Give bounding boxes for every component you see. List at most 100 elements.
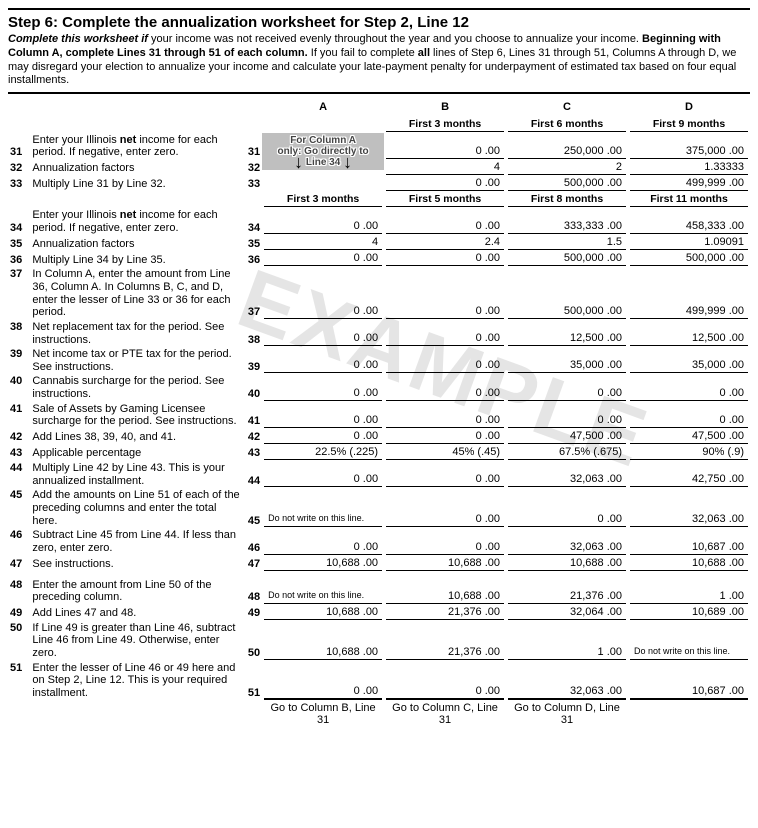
r50-b: 21,376 .00 — [386, 646, 504, 660]
step6-title: Step 6: Complete the annualization works… — [8, 14, 750, 31]
r46-d: 10,687 .00 — [630, 541, 748, 555]
annualization-worksheet: A B C D First 3 months First 6 months Fi… — [8, 100, 750, 728]
r42-a: 0 .00 — [264, 430, 382, 444]
row-44: 44 Multiply Line 42 by Line 43. This is … — [8, 461, 750, 488]
r36-c: 500,000 .00 — [508, 252, 626, 266]
r40-a: 0 .00 — [264, 387, 382, 401]
r34-desc-a: Enter your Illinois — [32, 209, 119, 221]
row-46-desc: Subtract Line 45 from Line 44. If less t… — [30, 528, 241, 555]
r36-a: 0 .00 — [264, 252, 382, 266]
r36-d: 500,000 .00 — [630, 252, 748, 266]
r44-b: 0 .00 — [386, 473, 504, 487]
row-31-num: 31 — [8, 133, 30, 160]
row-35-num: 35 — [8, 235, 30, 251]
r31-d: 375,000 .00 — [630, 145, 748, 159]
r51-c: 32,063 .00 — [508, 685, 626, 700]
row-36: 36 Multiply Line 34 by Line 35. 36 0 .00… — [8, 251, 750, 267]
graybox-l2: only: Go directly to — [264, 146, 382, 157]
r47-b: 10,688 .00 — [386, 557, 504, 571]
row-49-num: 49 — [8, 605, 30, 621]
r51-a: 0 .00 — [264, 685, 382, 700]
row-46-ln: 46 — [242, 528, 262, 555]
r49-a: 10,688 .00 — [264, 606, 382, 620]
row-51: 51 Enter the lesser of Line 46 or 49 her… — [8, 661, 750, 701]
r37-b: 0 .00 — [386, 305, 504, 319]
step6-description: Complete this worksheet if your income w… — [8, 33, 750, 88]
r39-a: 0 .00 — [264, 359, 382, 373]
r35-a: 4 — [264, 236, 382, 250]
row-45-desc: Add the amounts on Line 51 of each of th… — [30, 488, 241, 528]
r43-b: 45% (.45) — [386, 446, 504, 460]
r40-c: 0 .00 — [508, 387, 626, 401]
r47-c: 10,688 .00 — [508, 557, 626, 571]
row-39-desc: Net income tax or PTE tax for the period… — [30, 347, 241, 374]
r34-b: 0 .00 — [386, 220, 504, 234]
r37-d: 499,999 .00 — [630, 305, 748, 319]
row-40: 40 Cannabis surcharge for the period. Se… — [8, 374, 750, 401]
r45-b: 0 .00 — [386, 513, 504, 527]
row-48-desc: Enter the amount from Line 50 of the pre… — [30, 578, 241, 605]
r38-a: 0 .00 — [264, 332, 382, 346]
r41-c: 0 .00 — [508, 414, 626, 428]
row-32-ln: 32 — [242, 160, 262, 176]
r49-d: 10,689 .00 — [630, 606, 748, 620]
r39-d: 35,000 .00 — [630, 359, 748, 373]
row-39-num: 39 — [8, 347, 30, 374]
r33-d: 499,999 .00 — [630, 177, 748, 191]
r42-b: 0 .00 — [386, 430, 504, 444]
r41-d: 0 .00 — [630, 414, 748, 428]
r42-c: 47,500 .00 — [508, 430, 626, 444]
r47-a: 10,688 .00 — [264, 557, 382, 571]
r48-c: 21,376 .00 — [508, 590, 626, 604]
col-header-row: A B C D — [8, 100, 750, 117]
r50-d: Do not write on this line. — [630, 646, 748, 660]
row-42-num: 42 — [8, 429, 30, 445]
row-50-ln: 50 — [242, 621, 262, 661]
r35-c: 1.5 — [508, 236, 626, 250]
r45-c: 0 .00 — [508, 513, 626, 527]
row-43: 43 Applicable percentage 43 22.5% (.225)… — [8, 445, 750, 461]
r48-b: 10,688 .00 — [386, 590, 504, 604]
row-39: 39 Net income tax or PTE tax for the per… — [8, 347, 750, 374]
col-subhead-row2: First 3 months First 5 months First 8 mo… — [8, 192, 750, 208]
r49-c: 32,064 .00 — [508, 606, 626, 620]
row-35: 35 Annualization factors 35 4 2.4 1.5 1.… — [8, 235, 750, 251]
row-44-desc: Multiply Line 42 by Line 43. This is you… — [30, 461, 241, 488]
r45-d: 32,063 .00 — [630, 513, 748, 527]
r32-b: 4 — [386, 161, 504, 175]
row-38-ln: 38 — [242, 320, 262, 347]
column-a-graybox: For Column A only: Go directly to ↓ Line… — [262, 133, 384, 171]
graybox-l3: Line 34 — [306, 157, 340, 168]
row-48: 48 Enter the amount from Line 50 of the … — [8, 578, 750, 605]
col-b-head: B — [386, 101, 504, 116]
row-38-num: 38 — [8, 320, 30, 347]
r35-b: 2.4 — [386, 236, 504, 250]
graybox-l1: For Column A — [264, 135, 382, 146]
row-51-ln: 51 — [242, 661, 262, 701]
row-45-ln: 45 — [242, 488, 262, 528]
r31-c: 250,000 .00 — [508, 145, 626, 159]
r31-desc-a: Enter your Illinois — [32, 134, 119, 146]
col-b-sub2: First 5 months — [386, 193, 504, 207]
r31-desc-b: net — [120, 134, 137, 146]
row-42-desc: Add Lines 38, 39, 40, and 41. — [30, 429, 241, 445]
intro-mid: If you fail to complete — [308, 47, 418, 59]
row-46: 46 Subtract Line 45 from Line 44. If les… — [8, 528, 750, 555]
r43-c: 67.5% (.675) — [508, 446, 626, 460]
col-a-head: A — [264, 101, 382, 116]
r40-d: 0 .00 — [630, 387, 748, 401]
row-43-num: 43 — [8, 445, 30, 461]
r31-b: 0 .00 — [386, 145, 504, 159]
r41-b: 0 .00 — [386, 414, 504, 428]
row-41-desc: Sale of Assets by Gaming Licensee surcha… — [30, 402, 241, 429]
intro-lead: Complete this worksheet if — [8, 33, 151, 45]
row-48-num: 48 — [8, 578, 30, 605]
row-33-desc: Multiply Line 31 by Line 32. — [30, 176, 241, 192]
row-51-desc: Enter the lesser of Line 46 or 49 here a… — [30, 661, 241, 701]
r51-d: 10,687 .00 — [630, 685, 748, 700]
row-37-ln: 37 — [242, 267, 262, 320]
row-50: 50 If Line 49 is greater than Line 46, s… — [8, 621, 750, 661]
row-45: 45 Add the amounts on Line 51 of each of… — [8, 488, 750, 528]
r48-d: 1 .00 — [630, 590, 748, 604]
r39-b: 0 .00 — [386, 359, 504, 373]
